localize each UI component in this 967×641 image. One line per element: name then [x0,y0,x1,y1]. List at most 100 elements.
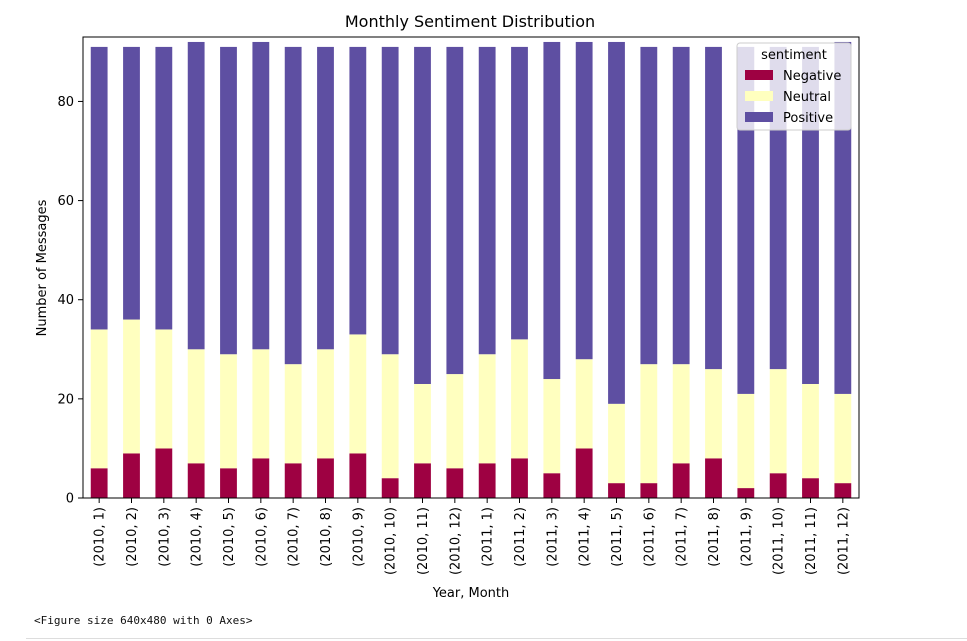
bar-segment-neutral [802,383,819,479]
bar-segment-neutral [123,319,140,454]
x-tick-label: (2011, 8) [707,507,722,567]
x-tick-label: (2010, 9) [351,507,366,567]
bar-segment-positive [187,41,205,350]
legend-swatch-negative [745,70,773,80]
bar-segment-positive [543,41,561,380]
x-tick-label: (2010, 6) [254,507,269,567]
plot-frame [82,36,860,499]
bar-segment-neutral [769,369,787,474]
bar-segment-negative [511,458,528,498]
bar-segment-neutral [284,364,302,464]
x-tick-label: (2011, 12) [836,507,851,575]
x-tick-label: (2010, 12) [448,507,463,575]
bar-segment-negative [284,463,302,498]
bar-segment-negative [317,458,334,498]
bar-segment-negative [90,468,108,498]
y-tick-label: 80 [57,95,74,110]
bar-segment-positive [123,46,140,320]
bar-segment-neutral [90,329,108,469]
bar-segment-neutral [478,354,496,464]
bar-segment-negative [608,483,625,498]
bar-segment-negative [705,458,722,498]
x-tick-label: (2010, 8) [319,507,334,567]
bar-segment-positive [252,41,270,350]
bar-segment-positive [349,46,367,335]
x-tick-label: (2010, 10) [384,507,399,575]
bar-segment-negative [381,478,399,498]
y-tick-label: 20 [57,392,74,407]
bar-segment-neutral [381,354,399,479]
legend-label-positive: Positive [783,111,833,126]
bar-segment-neutral [705,369,722,459]
x-tick-label: (2010, 3) [157,507,172,567]
bar-segment-positive [672,46,690,365]
x-axis: (2010, 1) (2010, 2) (2010, 3) (2010, 4) (201… [93,498,851,575]
x-tick-label: (2010, 7) [287,507,302,567]
legend-box [736,42,852,131]
bar-segment-neutral [446,374,464,469]
bar-segment-positive [640,46,658,365]
bar-segment-negative [802,478,819,498]
legend-label-negative: Negative [783,69,841,84]
figure-size-note: <Figure size 640x480 with 0 Axes> [34,614,253,627]
bar-segment-neutral [220,354,237,469]
bar-segment-neutral [608,403,625,484]
y-tick-label: 0 [66,492,74,507]
bar-segment-positive [511,46,528,340]
x-tick-label: (2010, 5) [222,507,237,567]
bar-segment-negative [543,473,561,498]
x-tick-label: (2011, 4) [578,507,593,567]
bar-segment-neutral [155,329,173,449]
bar-segment-negative [155,448,173,498]
bars-layer [90,41,852,498]
x-tick-label: (2011, 1) [481,507,496,567]
bar-segment-negative [220,468,237,498]
x-tick-label: (2011, 6) [642,507,657,567]
output-divider [26,638,967,639]
bar-segment-positive [155,46,173,330]
bar-segment-neutral [414,383,431,464]
bar-segment-negative [834,483,852,498]
y-axis-label: Number of Messages [35,199,50,336]
bar-segment-neutral [511,339,528,459]
bar-segment-positive [608,41,625,404]
bar-segment-neutral [834,393,852,484]
legend-swatch-neutral [745,91,773,101]
y-tick-label: 60 [57,194,74,209]
y-tick-label: 40 [57,293,74,308]
legend-label-neutral: Neutral [783,90,831,105]
x-tick-label: (2011, 7) [675,507,690,567]
bar-segment-neutral [317,349,334,459]
bar-segment-neutral [252,349,270,459]
bar-segment-neutral [349,334,367,454]
y-axis: 0 20 40 60 80 [57,95,83,507]
x-tick-label: (2011, 9) [739,507,754,567]
bar-segment-positive [802,46,819,384]
bar-segment-neutral [640,364,658,484]
bar-segment-negative [187,463,205,498]
bar-segment-negative [252,458,270,498]
bar-segment-positive [575,41,593,360]
bar-segment-positive [284,46,302,365]
bar-segment-negative [446,468,464,498]
x-tick-label: (2011, 2) [513,507,528,567]
bar-segment-negative [478,463,496,498]
bar-segment-negative [414,463,431,498]
bar-segment-negative [349,453,367,498]
bar-segment-negative [769,473,787,498]
bar-segment-negative [123,453,140,498]
bar-segment-positive [381,46,399,355]
x-tick-label: (2010, 11) [416,507,431,575]
x-tick-label: (2011, 3) [545,507,560,567]
bar-segment-neutral [737,393,755,489]
bar-segment-positive [478,46,496,355]
bar-segment-positive [446,46,464,375]
bar-segment-negative [640,483,658,498]
bar-segment-neutral [187,349,205,464]
legend-swatch-positive [745,112,773,122]
x-tick-label: (2011, 10) [772,507,787,575]
bar-segment-positive [317,46,334,350]
legend-title: sentiment [761,48,827,63]
bar-segment-positive [220,46,237,355]
